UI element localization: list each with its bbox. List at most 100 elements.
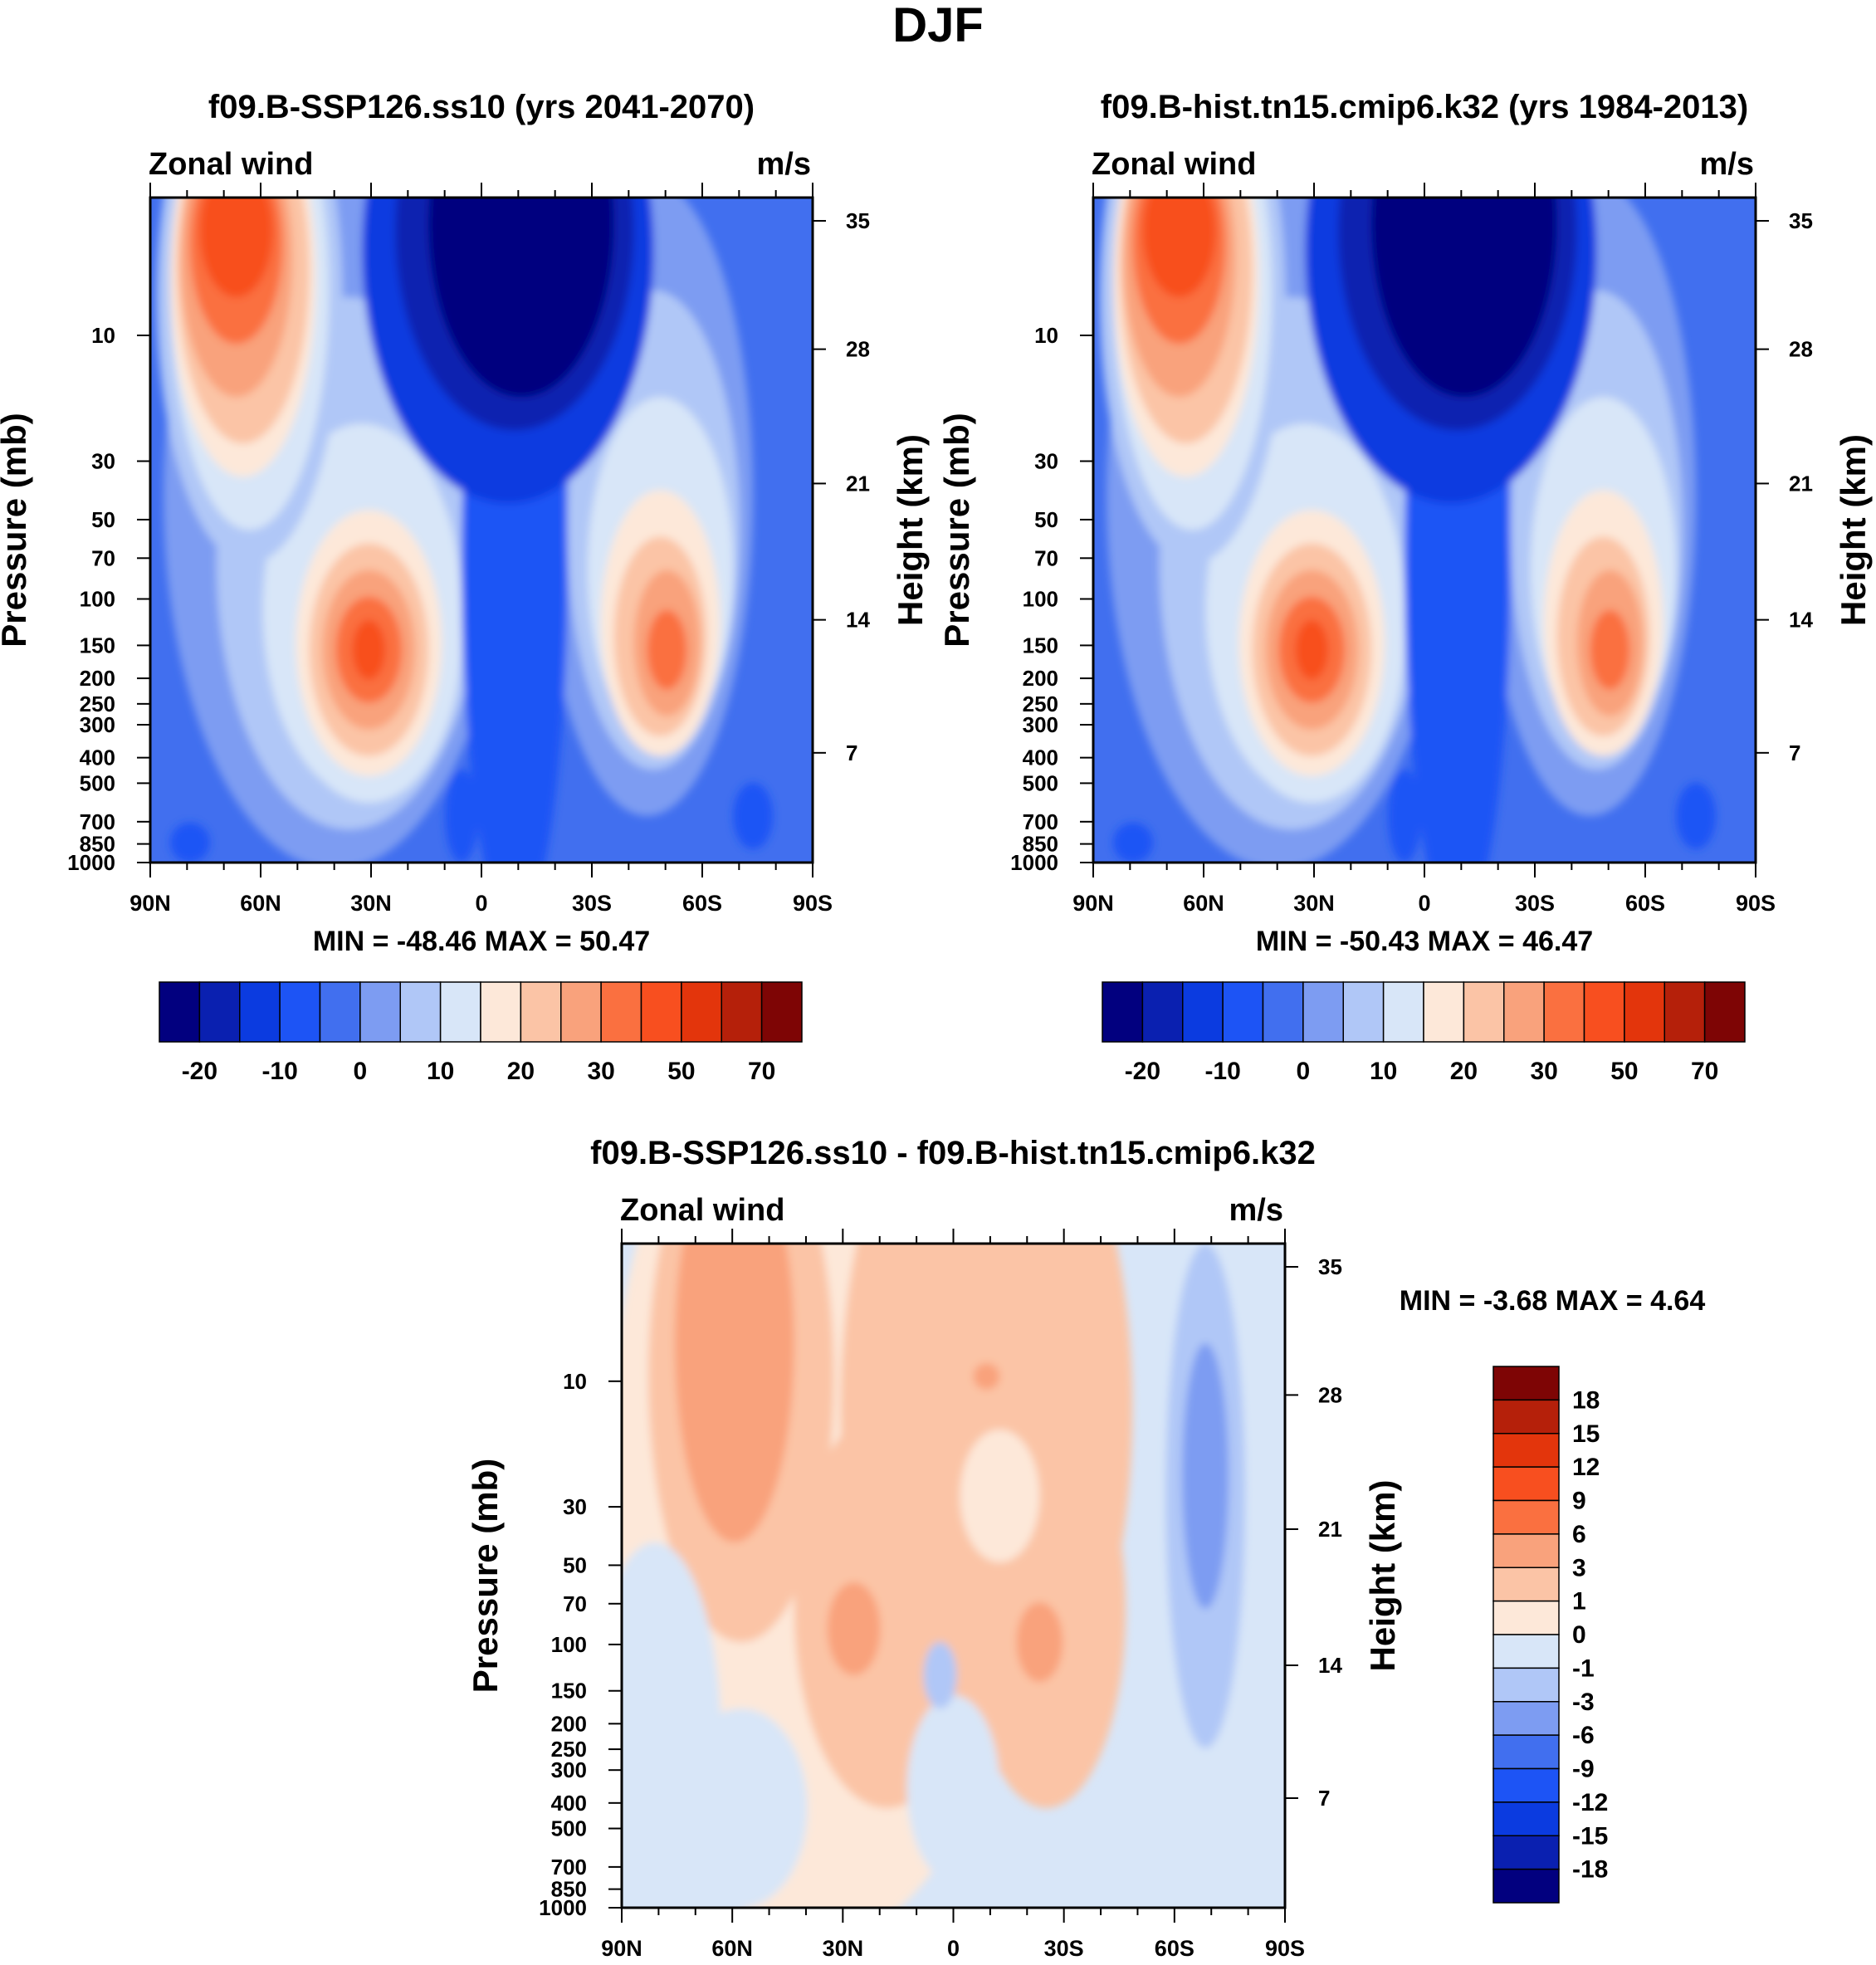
y-tick-label: 1000 [67,850,115,875]
y-tick-label: 1000 [539,1895,587,1920]
y-axis-label: Pressure (mb) [466,1459,505,1693]
colorbar-swatch [1492,1767,1560,1803]
colorbar-swatch [1492,1567,1560,1602]
colorbar-label: 30 [1530,1058,1557,1085]
y-tick-label: 100 [1023,587,1058,612]
contour-region [973,1363,1000,1390]
y-tick-label: 50 [1034,507,1058,532]
y-tick-label: 300 [80,712,115,737]
colorbar-label: 10 [1370,1058,1397,1085]
x-tick-label: 90N [129,891,171,916]
contour-region [923,1642,957,1708]
colorbar-label: 70 [748,1058,775,1085]
colorbar-swatch [1492,1466,1560,1502]
y-tick-label: 400 [1023,745,1058,770]
colorbar-label: 50 [1610,1058,1638,1085]
colorbar-label: 3 [1572,1554,1586,1581]
colorbar: -20 -10 0 10 20 30 50 70 [159,981,803,1085]
x-tick-label: 90S [1736,891,1776,916]
y2-tick-label: 7 [1318,1786,1330,1811]
y-tick-label: 1000 [1010,850,1058,875]
colorbar-label: -10 [1204,1058,1240,1085]
colorbar-label: -3 [1572,1689,1595,1716]
x-tick-label: 60N [711,1936,753,1961]
contour-region [827,1582,881,1675]
colorbar-label: 9 [1572,1488,1586,1515]
x-tick-label: 60N [240,891,281,916]
colorbar-swatch [1182,981,1224,1043]
x-tick-label: 60N [1183,891,1224,916]
y2-tick-label: 35 [1789,208,1813,233]
colorbar-swatch [1583,981,1625,1043]
contour-region [428,198,614,398]
x-tick-label: 30S [1515,891,1555,916]
y-tick-label: 100 [551,1632,587,1657]
x-tick-label: 60S [1155,1936,1194,1961]
colorbar-swatch [1342,981,1385,1043]
colorbar-swatch [1492,1701,1560,1736]
colorbar-label: 6 [1572,1521,1586,1548]
x-tick-label: 90S [1265,1936,1305,1961]
y-tick-label: 50 [563,1552,587,1577]
min-max-stats: MIN = -48.46 MAX = 50.47 [313,926,650,957]
colorbar-swatch [1463,981,1505,1043]
y-tick-label: 200 [551,1711,587,1736]
colorbar-label: 70 [1691,1058,1718,1085]
colorbar-swatch [1492,1734,1560,1770]
y2-axis-label: Height (km) [1363,1480,1402,1672]
y2-tick-label: 35 [846,208,870,233]
contour-region [960,1430,1040,1562]
contour-region [1182,1343,1229,1609]
colorbar-swatch [1492,1667,1560,1703]
y-tick-label: 300 [1023,712,1058,737]
y-tick-label: 500 [80,770,115,795]
y-tick-label: 70 [1034,545,1058,570]
y-tick-label: 300 [551,1757,587,1782]
x-tick-label: 60S [1625,891,1665,916]
colorbar-label: 12 [1572,1454,1600,1481]
contour-region [674,1708,808,1908]
y-tick-label: 850 [80,832,115,857]
panel-title: f09.B-hist.tn15.cmip6.k32 (yrs 1984-2013… [1101,89,1748,125]
colorbar-swatch [681,981,722,1043]
colorbar-swatch [1663,981,1706,1043]
y-tick-label: 50 [91,507,115,532]
y2-tick-label: 28 [1318,1382,1342,1407]
colorbar-swatch [1543,981,1585,1043]
colorbar-swatch [1382,981,1424,1043]
y2-tick-label: 21 [846,471,870,496]
colorbar-swatch [1492,1600,1560,1635]
panel-hist: f09.B-hist.tn15.cmip6.k32 (yrs 1984-2013… [937,89,1873,1085]
y2-tick-label: 7 [1789,741,1800,765]
y2-axis-label: Height (km) [891,434,930,626]
contour-region [1016,1602,1063,1682]
colorbar-swatch [640,981,682,1043]
x-tick-label: 30N [1293,891,1335,916]
x-tick-label: 30S [572,891,612,916]
y2-tick-label: 28 [1789,337,1813,362]
y-tick-label: 500 [551,1816,587,1841]
colorbar-swatch [520,981,562,1043]
colorbar-label: 0 [354,1058,368,1085]
y-tick-label: 250 [80,692,115,716]
colorbar-label: 0 [1297,1058,1311,1085]
y2-tick-label: 14 [1789,608,1813,633]
y-tick-label: 150 [80,633,115,657]
x-tick-label: 60S [682,891,722,916]
contour-region [1295,619,1329,680]
y-tick-label: 250 [551,1737,587,1762]
colorbar-label: -18 [1572,1856,1608,1884]
contour-field [622,1244,1285,1908]
colorbar-swatch [1492,1366,1560,1401]
panel-title: f09.B-SSP126.ss10 (yrs 2041-2070) [208,89,755,125]
colorbar-swatch [399,981,442,1043]
colorbar-label: 20 [507,1058,535,1085]
panel-difference: f09.B-SSP126.ss10 - f09.B-hist.tn15.cmip… [466,1135,1705,1961]
x-tick-label: 90S [793,891,833,916]
contour-region [1112,822,1153,863]
x-tick-label: 0 [475,891,487,916]
colorbar-swatch [1703,981,1746,1043]
y-tick-label: 30 [1034,448,1058,473]
colorbar-label: -9 [1572,1756,1595,1783]
